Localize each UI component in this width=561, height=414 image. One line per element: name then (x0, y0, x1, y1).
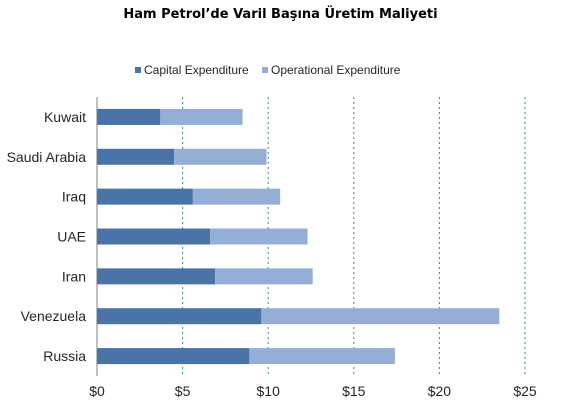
category-label: Russia (43, 348, 86, 364)
x-tick-label: $25 (513, 383, 537, 399)
bar-operational-iraq (192, 188, 281, 205)
bar-operational-iran (215, 268, 313, 285)
x-tick-label: $5 (175, 383, 191, 399)
x-tick-label: $0 (89, 383, 105, 399)
legend-label: Capital Expenditure (144, 63, 249, 77)
legend-swatch (262, 67, 268, 73)
category-label: Iran (62, 268, 86, 284)
x-tick-labels: $0 $5 $10 $15 $20 $25 (89, 383, 537, 399)
bar-capital-russia (97, 348, 250, 365)
chart-title: Ham Petrol’de Varil Başına Üretim Maliye… (123, 7, 438, 22)
bar-capital-iraq (97, 188, 193, 205)
x-tick-label: $10 (257, 383, 281, 399)
gridlines (182, 97, 526, 376)
bar-operational-uae (209, 228, 308, 245)
category-label: Kuwait (44, 109, 86, 125)
legend: Capital Expenditure Operational Expenditu… (135, 63, 401, 77)
category-label: Saudi Arabia (7, 149, 87, 165)
x-tick-label: $20 (428, 383, 452, 399)
bar-operational-saudi-arabia (174, 148, 267, 165)
category-label: Venezuela (21, 308, 87, 324)
bar-capital-iran (97, 268, 216, 285)
x-tick-label: $15 (342, 383, 366, 399)
category-labels: Kuwait Saudi Arabia Iraq UAE Iran Venezuela Ru… (7, 109, 87, 364)
bar-capital-saudi-arabia (97, 148, 175, 165)
bar-capital-kuwait (97, 108, 161, 125)
bar-operational-russia (249, 348, 395, 365)
bar-operational-venezuela (261, 308, 500, 325)
legend-swatch (135, 67, 141, 73)
bar-operational-kuwait (160, 108, 243, 125)
category-label: Iraq (62, 189, 86, 205)
bar-capital-uae (97, 228, 210, 245)
category-label: UAE (57, 229, 86, 245)
bars (97, 108, 500, 365)
bar-capital-venezuela (97, 308, 262, 325)
legend-label: Operational Expenditure (271, 63, 401, 77)
